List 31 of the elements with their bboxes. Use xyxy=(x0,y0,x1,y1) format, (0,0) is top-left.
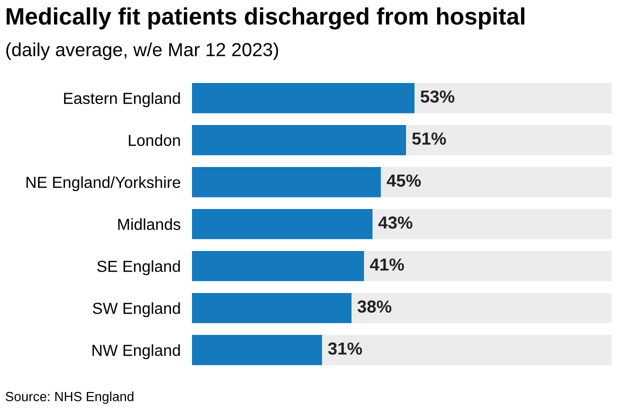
bar xyxy=(192,82,415,114)
data-label: 53% xyxy=(420,90,454,103)
bar xyxy=(352,292,612,324)
y-tick-label: NE England/Yorkshire xyxy=(26,176,180,192)
bar xyxy=(192,292,352,324)
y-tick-label: Eastern England xyxy=(64,92,180,108)
y-tick-label: NW England xyxy=(92,344,180,360)
y-tick-label: SW England xyxy=(92,302,180,318)
bar xyxy=(192,166,381,198)
y-tick-label: Midlands xyxy=(118,218,180,230)
bar xyxy=(192,124,406,156)
source-note: Source: NHS England xyxy=(6,392,134,404)
data-label: 43% xyxy=(378,216,412,229)
data-label: 38% xyxy=(357,300,392,313)
chart-title: Medically fit patients discharged from hospital xyxy=(6,7,524,30)
chart-subtitle: (daily average, w/e Mar 12 2023) xyxy=(6,42,278,60)
y-tick-label: London xyxy=(128,134,180,146)
bar xyxy=(372,208,612,240)
bar xyxy=(322,334,612,366)
bar xyxy=(364,250,612,282)
data-label: 41% xyxy=(370,258,404,271)
y-tick-label: SE England xyxy=(97,260,180,276)
bar xyxy=(380,166,612,198)
bar xyxy=(406,124,612,156)
data-label: 45% xyxy=(386,174,421,187)
data-label: 51% xyxy=(412,132,446,145)
data-label: 31% xyxy=(328,342,362,355)
bar xyxy=(192,334,322,366)
bar xyxy=(192,250,364,282)
bar xyxy=(192,208,373,240)
bar xyxy=(414,82,612,114)
